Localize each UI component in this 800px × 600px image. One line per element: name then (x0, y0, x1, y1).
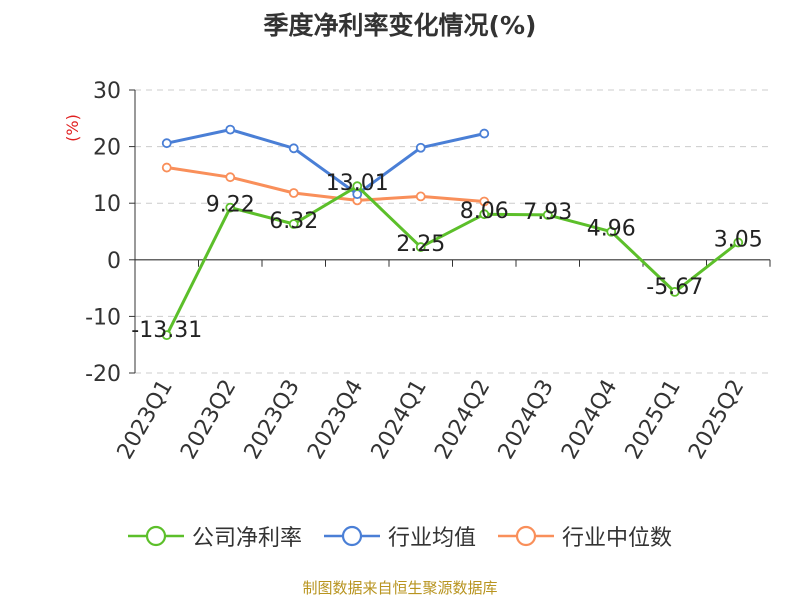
data-label: 9.22 (206, 193, 255, 218)
x-tick-label: 2025Q1 (621, 376, 686, 464)
y-tick-label: 0 (107, 249, 121, 274)
x-tick-label: 2023Q1 (113, 376, 178, 464)
x-tick-label: 2024Q2 (430, 376, 495, 464)
x-tick-label: 2025Q2 (684, 376, 749, 464)
data-point (352, 181, 363, 192)
series-lines (161, 124, 744, 341)
data-label: 7.93 (523, 200, 572, 225)
data-label: 13.01 (326, 171, 389, 196)
y-tick-label: 10 (93, 192, 121, 217)
x-tick-label: 2024Q1 (367, 376, 432, 464)
data-label: -5.67 (646, 275, 703, 300)
data-point (288, 188, 299, 198)
series-line (166, 128, 485, 196)
data-label: -13.31 (131, 318, 202, 343)
x-tick-label: 2024Q4 (557, 376, 622, 464)
data-label: 3.05 (714, 228, 763, 253)
data-point (225, 202, 236, 213)
data-label: 6.32 (269, 209, 318, 234)
data-label: 8.06 (460, 199, 509, 224)
legend-item[interactable]: 公司净利率 (127, 520, 302, 552)
x-tick-label: 2023Q3 (240, 376, 305, 464)
y-tick-label: -10 (85, 305, 121, 330)
data-point (479, 196, 490, 207)
data-point (288, 219, 299, 229)
data-point (225, 124, 236, 135)
data-label: 2.25 (396, 232, 445, 257)
data-point (161, 330, 172, 341)
data-labels: -13.31 9.22 6.32 13.01 2.25 8.06 7.93 4.96 -5.67… (131, 171, 762, 343)
grid-lines (135, 89, 770, 374)
series-line (165, 184, 740, 336)
x-tick-label: 2024Q3 (494, 376, 559, 464)
data-point (606, 226, 617, 237)
data-point (288, 143, 299, 154)
data-label: 4.96 (587, 217, 636, 242)
legend-label: 公司净利率 (191, 526, 302, 551)
y-axis-label: (%) (63, 114, 82, 142)
data-point (161, 162, 172, 173)
series-line (166, 166, 485, 203)
legend: 公司净利率 行业均值 行业中位数 (0, 520, 800, 552)
legend-label: 行业均值 (387, 526, 476, 551)
chart-title: 季度净利率变化情况(%) (263, 11, 537, 40)
data-point (415, 242, 426, 252)
legend-swatch (323, 525, 380, 547)
legend-swatch (127, 525, 184, 547)
x-tick-label: 2023Q2 (176, 376, 241, 464)
y-tick-label: -20 (85, 362, 121, 387)
data-point (479, 128, 490, 139)
y-tick-label: 30 (93, 79, 121, 104)
legend-label: 行业中位数 (562, 526, 673, 551)
legend-item[interactable]: 行业中位数 (498, 520, 672, 552)
legend-item[interactable]: 行业均值 (323, 520, 476, 552)
data-point (161, 138, 172, 149)
legend-swatch (498, 525, 554, 547)
x-tick-label: 2023Q4 (303, 376, 368, 464)
axes: -20 -10 0 10 20 30 (%) 2023Q12023Q22023Q32023Q4… (63, 79, 771, 464)
data-point (415, 191, 426, 202)
data-point (733, 237, 744, 248)
data-point (542, 210, 553, 220)
data-point (225, 172, 236, 183)
data-point (415, 142, 426, 153)
source-note: 制图数据来自恒生聚源数据库 (302, 579, 498, 597)
y-tick-label: 20 (93, 136, 121, 161)
data-point (479, 209, 490, 220)
data-point (669, 286, 680, 297)
